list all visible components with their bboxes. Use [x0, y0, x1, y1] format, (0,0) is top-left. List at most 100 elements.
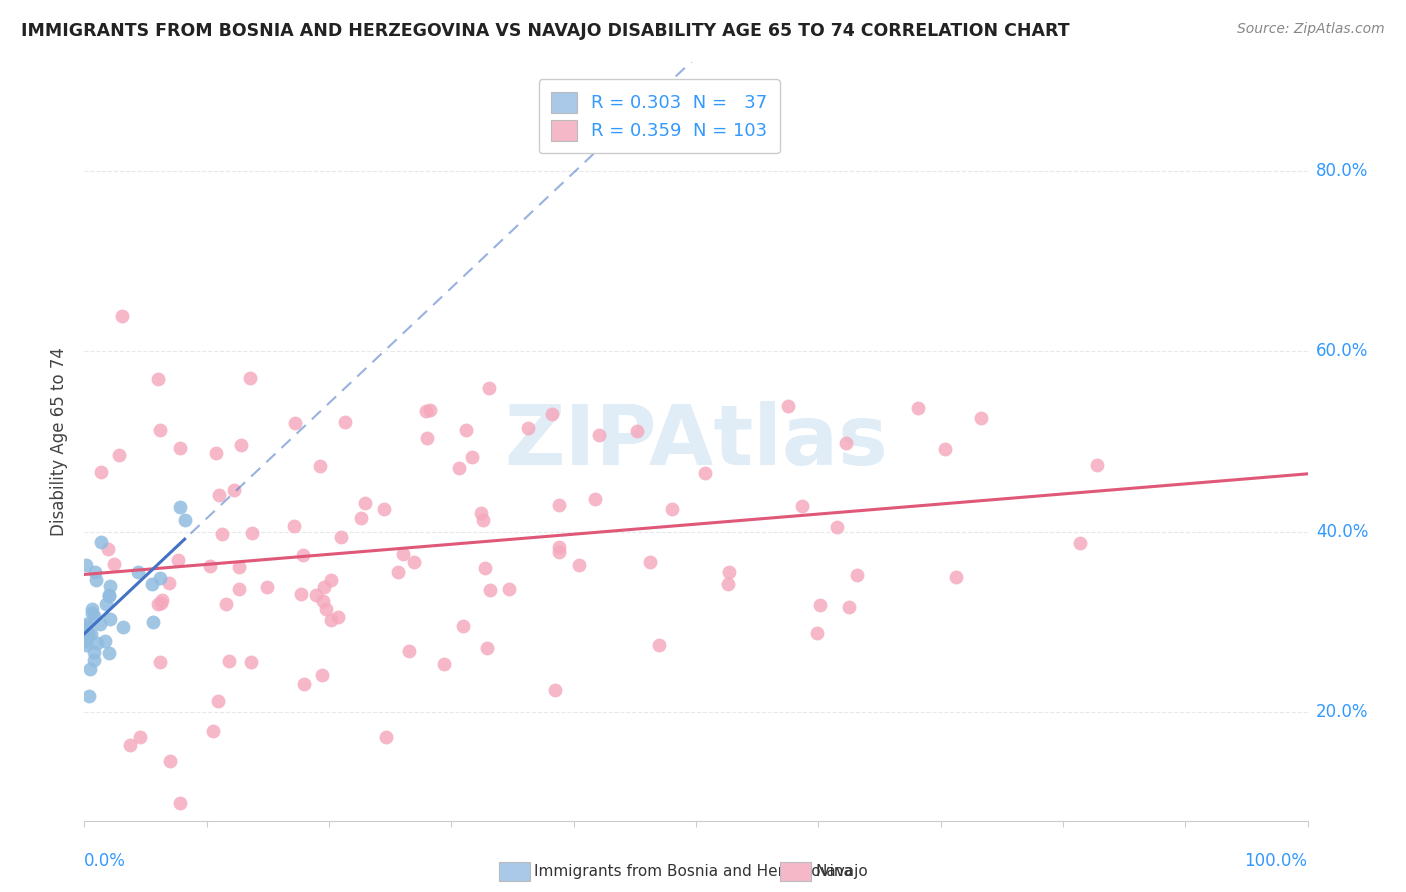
- Point: [825, 520, 848, 534]
- Point: [311, 667, 333, 681]
- Point: [173, 513, 195, 527]
- Point: [82, 607, 104, 621]
- Point: [75, 558, 97, 572]
- Legend: R = 0.303  N =   37, R = 0.359  N = 103: R = 0.303 N = 37, R = 0.359 N = 103: [538, 79, 780, 153]
- Point: [517, 421, 540, 435]
- Point: [86, 636, 108, 650]
- Point: [157, 575, 180, 590]
- Point: [228, 582, 250, 596]
- Point: [98, 612, 121, 626]
- Point: [79, 690, 101, 704]
- Point: [447, 461, 470, 475]
- Point: [84, 565, 107, 579]
- Point: [167, 553, 190, 567]
- Point: [146, 372, 169, 386]
- Point: [148, 423, 170, 437]
- Point: [846, 567, 869, 582]
- Point: [454, 423, 477, 437]
- Point: [169, 500, 191, 514]
- Point: [76, 619, 98, 633]
- Point: [548, 540, 571, 554]
- Point: [141, 576, 163, 591]
- Point: [208, 487, 231, 501]
- Point: [717, 577, 740, 591]
- Point: [478, 381, 501, 395]
- Point: [111, 309, 134, 323]
- Text: ZIPAtlas: ZIPAtlas: [503, 401, 889, 482]
- Point: [907, 401, 929, 415]
- Point: [478, 582, 501, 597]
- Point: [315, 602, 337, 616]
- Point: [548, 545, 571, 559]
- Point: [291, 548, 314, 562]
- Point: [717, 565, 740, 579]
- Point: [451, 618, 474, 632]
- Point: [80, 627, 103, 641]
- Point: [312, 580, 335, 594]
- Point: [470, 506, 492, 520]
- Point: [240, 526, 263, 541]
- Point: [90, 534, 112, 549]
- Point: [94, 597, 117, 611]
- Point: [540, 407, 562, 421]
- Point: [498, 582, 520, 596]
- Point: [108, 448, 131, 462]
- Point: [83, 609, 105, 624]
- Point: [202, 723, 225, 738]
- Point: [98, 588, 121, 602]
- Point: [127, 565, 149, 579]
- Point: [474, 560, 496, 574]
- Point: [661, 502, 683, 516]
- Point: [84, 573, 107, 587]
- Point: [98, 579, 121, 593]
- Point: [477, 641, 499, 656]
- Point: [321, 613, 343, 627]
- Point: [218, 654, 240, 668]
- Text: IMMIGRANTS FROM BOSNIA AND HERZEGOVINA VS NAVAJO DISABILITY AGE 65 TO 74 CORRELA: IMMIGRANTS FROM BOSNIA AND HERZEGOVINA V…: [21, 22, 1070, 40]
- Point: [240, 655, 263, 669]
- Point: [215, 597, 238, 611]
- Point: [350, 510, 373, 524]
- Point: [76, 628, 98, 642]
- Point: [776, 399, 799, 413]
- Point: [790, 499, 813, 513]
- Point: [626, 425, 648, 439]
- Point: [76, 627, 98, 641]
- Point: [305, 588, 328, 602]
- Point: [75, 624, 97, 639]
- Point: [152, 592, 174, 607]
- Point: [648, 638, 671, 652]
- Point: [433, 657, 456, 672]
- Point: [321, 574, 343, 588]
- Point: [93, 634, 115, 648]
- Point: [149, 571, 172, 585]
- Text: Immigrants from Bosnia and Herzegovina: Immigrants from Bosnia and Herzegovina: [534, 864, 853, 879]
- Point: [169, 441, 191, 455]
- Point: [326, 609, 349, 624]
- Point: [373, 502, 395, 516]
- Point: [548, 498, 571, 512]
- Point: [416, 432, 439, 446]
- Point: [239, 370, 262, 384]
- Point: [97, 542, 120, 557]
- Point: [231, 438, 253, 452]
- Y-axis label: Disability Age 65 to 74: Disability Age 65 to 74: [51, 347, 69, 536]
- Point: [806, 625, 828, 640]
- Point: [89, 616, 111, 631]
- Point: [374, 731, 396, 745]
- Text: 40.0%: 40.0%: [1316, 523, 1368, 541]
- Point: [290, 587, 312, 601]
- Point: [228, 560, 250, 574]
- Point: [835, 436, 858, 450]
- Text: Navajo: Navajo: [815, 864, 869, 879]
- Point: [292, 677, 315, 691]
- Point: [149, 655, 172, 669]
- Point: [354, 495, 377, 509]
- Point: [638, 555, 661, 569]
- Point: [169, 796, 191, 810]
- Point: [419, 403, 441, 417]
- Point: [83, 653, 105, 667]
- Point: [415, 404, 437, 418]
- Point: [128, 730, 150, 744]
- Point: [159, 754, 181, 768]
